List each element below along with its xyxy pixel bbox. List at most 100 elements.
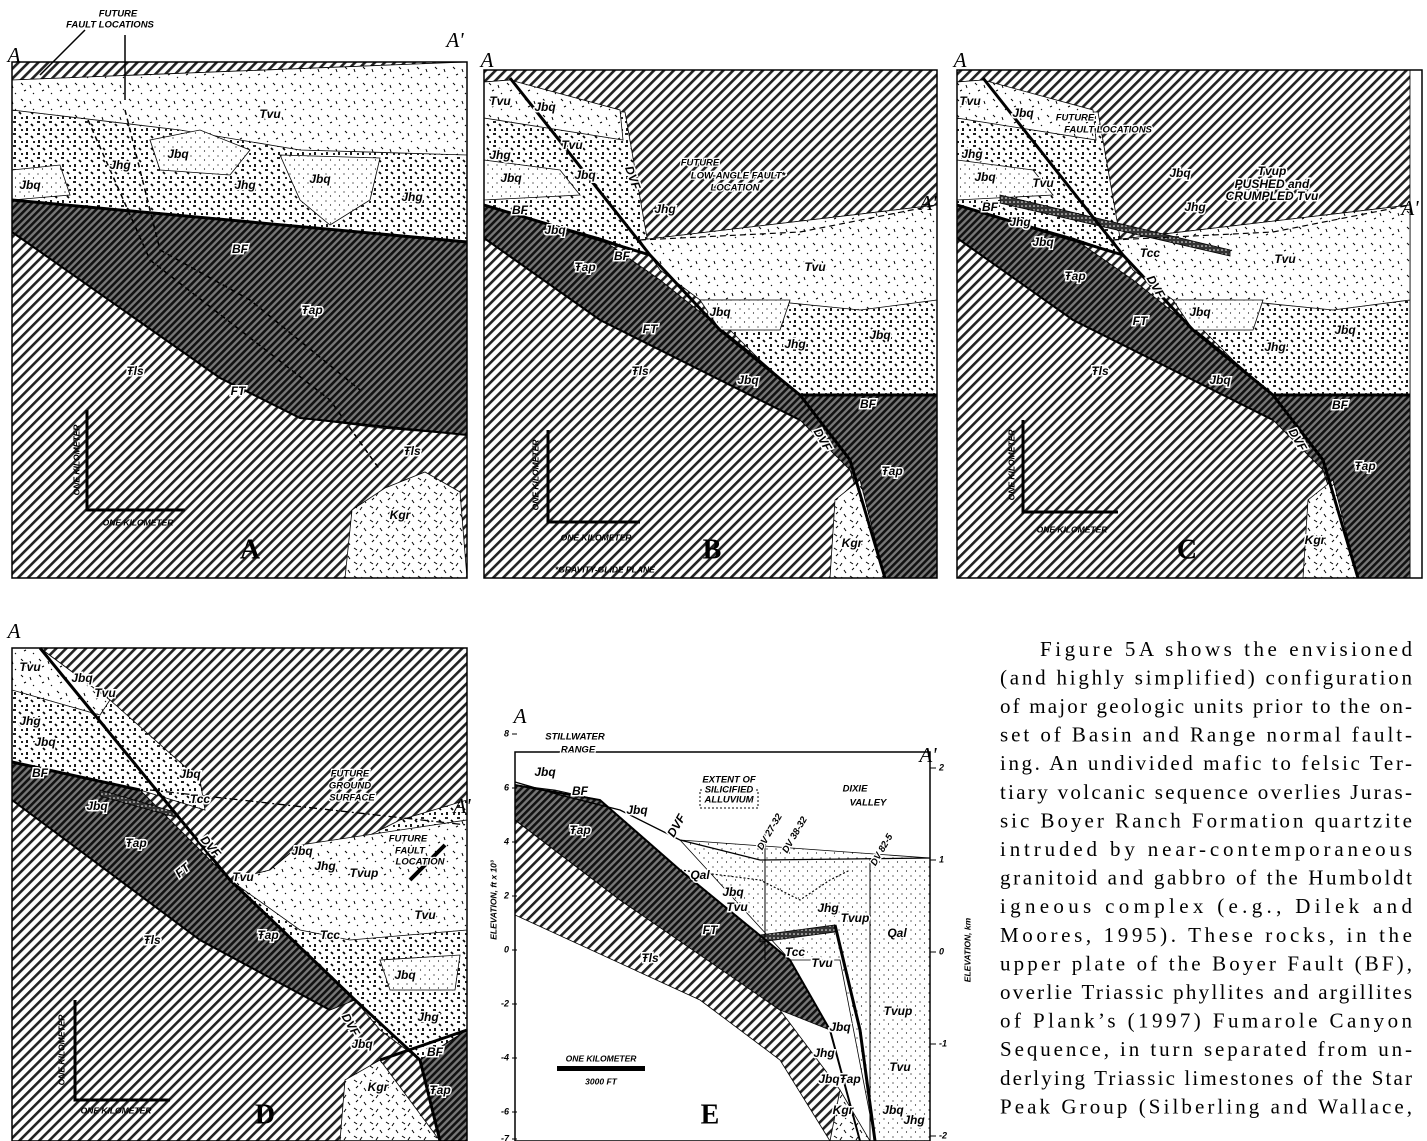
map-label: Ŧap <box>1064 269 1085 283</box>
map-label: Ŧap <box>574 260 595 274</box>
map-label: Jbq <box>1012 106 1034 120</box>
map-label: LOW-ANGLE FAULT* <box>691 171 787 182</box>
map-label: Tcc <box>190 792 211 806</box>
scale-label: ONE KILOMETER <box>561 532 633 542</box>
map-label: Jhg <box>1184 200 1206 214</box>
map-label: Tvu <box>414 908 436 922</box>
map-label: Jhg <box>784 337 806 351</box>
map-label: Jbq <box>86 799 108 813</box>
map-label: Jhg <box>1264 340 1286 354</box>
map-label: Jhg <box>314 859 336 873</box>
scale-label: ONE KILOMETER <box>71 424 81 496</box>
y2-tick-label: 0 <box>939 946 944 956</box>
map-label: Tvu <box>726 900 748 914</box>
map-label: FAULT LOCATIONS <box>66 20 154 31</box>
y-tick-label: -4 <box>501 1052 509 1062</box>
y-axis-title: ELEVATION, ft x 10³ <box>488 859 498 940</box>
y2-axis-title: ELEVATION, km <box>962 917 972 982</box>
map-label: Ŧls <box>126 364 144 378</box>
map-label: Tvup <box>884 1004 913 1018</box>
map-label: A <box>512 704 527 728</box>
paragraph-line: upper plate of the Boyer Fault (BF), <box>1000 951 1412 975</box>
map-label: Tvu <box>19 660 41 674</box>
map-label: Tvup <box>350 866 379 880</box>
map-label: Qal <box>690 868 710 882</box>
map-label: LOCATION <box>396 857 446 868</box>
map-label: Jbq <box>1209 373 1231 387</box>
map-label: Jbq <box>1189 305 1211 319</box>
map-label: Jbq <box>574 168 596 182</box>
map-label: Jbq <box>882 1103 904 1117</box>
y-tick-label: -2 <box>501 998 509 1008</box>
y-tick-label: 6 <box>504 782 510 792</box>
map-label: Jbq <box>534 100 556 114</box>
map-label: Tvu <box>1274 252 1296 266</box>
y-tick-label: -6 <box>501 1106 510 1116</box>
map-label: Tvu <box>259 107 281 121</box>
map-label: GROUND <box>329 781 371 792</box>
footnote: *GRAVITY-GLIDE PLANE <box>555 564 655 574</box>
map-label: Jbq <box>167 147 189 161</box>
map-label: FT <box>703 923 719 937</box>
map-label: Jhg <box>961 147 983 161</box>
map-label: BF <box>32 766 49 780</box>
map-label: Jhg <box>19 714 41 728</box>
y2-tick-label: 2 <box>938 762 944 772</box>
map-label: Jbq <box>737 373 759 387</box>
scale-label: 3000 FT <box>585 1076 617 1086</box>
map-label: Jbq <box>974 170 996 184</box>
map-label: Jbq <box>1334 323 1356 337</box>
map-label: Tvu <box>1032 176 1054 190</box>
map-label: Jbq <box>500 171 522 185</box>
map-label: Jhg <box>489 148 511 162</box>
map-label: LOCATION <box>711 183 761 194</box>
map-label: VALLEY <box>850 798 888 809</box>
map-label: Ŧap <box>1354 459 1375 473</box>
map-label: Jbq <box>829 1020 851 1034</box>
paragraph-line: intruded by near-contemporaneous <box>1000 837 1412 861</box>
map-label: Tvup <box>1258 164 1287 178</box>
map-label: Ŧap <box>301 303 322 317</box>
panel-letter: A <box>240 534 261 565</box>
map-label: Kgr <box>833 1103 855 1117</box>
y-tick-label: 8 <box>504 728 509 738</box>
scale-label: ONE KILOMETER <box>530 439 540 511</box>
map-label: A' <box>451 794 471 818</box>
panel <box>12 648 467 1141</box>
scale-label: ONE KILOMETER <box>56 1014 66 1086</box>
map-label: Tvu <box>804 260 826 274</box>
map-label: FT <box>231 384 247 398</box>
map-label: Jbq <box>71 671 93 685</box>
map-label: Jhg <box>813 1046 835 1060</box>
map-label: Jbq <box>179 767 201 781</box>
y-tick-label: -7 <box>501 1133 510 1141</box>
map-label: Kgr <box>842 536 864 550</box>
y2-tick-label: -1 <box>939 1038 947 1048</box>
map-label: A' <box>917 743 937 767</box>
scale-label: ONE KILOMETER <box>1037 524 1109 534</box>
paragraph-line: Moores, 1995). These rocks, in the <box>1000 923 1412 947</box>
paragraph-line: Sequence, in turn separated from un- <box>1000 1037 1412 1061</box>
map-label: Jbq <box>34 735 56 749</box>
map-label: Ŧls <box>631 364 649 378</box>
map-label: Jbq <box>534 765 556 779</box>
paragraph-line: overlie Triassic phyllites and argillite… <box>1000 980 1412 1004</box>
map-label: FUTURE <box>1056 113 1095 124</box>
map-label: Jbq <box>626 803 648 817</box>
map-label: Tcc <box>785 945 806 959</box>
panel-letter: D <box>255 1099 275 1130</box>
map-label: Jbq <box>309 172 331 186</box>
paragraph-line: Peak Group (Silberling and Wallace, <box>1000 1094 1412 1118</box>
map-label: Jbq <box>709 305 731 319</box>
map-label: CRUMPLED Tvu <box>1226 189 1319 203</box>
map-label: Tcc <box>1140 246 1161 260</box>
map-label: Ŧap <box>839 1072 860 1086</box>
map-label: Jbq <box>19 178 41 192</box>
paragraph-line: ing. An undivided mafic to felsic Ter- <box>1000 751 1412 775</box>
map-label: Tvu <box>232 870 254 884</box>
map-label: A' <box>1399 196 1419 220</box>
map-label: A <box>952 48 967 72</box>
map-label: FAULT <box>395 846 426 857</box>
map-label: Ŧap <box>881 464 902 478</box>
scale-label: ONE KILOMETER <box>103 517 175 527</box>
